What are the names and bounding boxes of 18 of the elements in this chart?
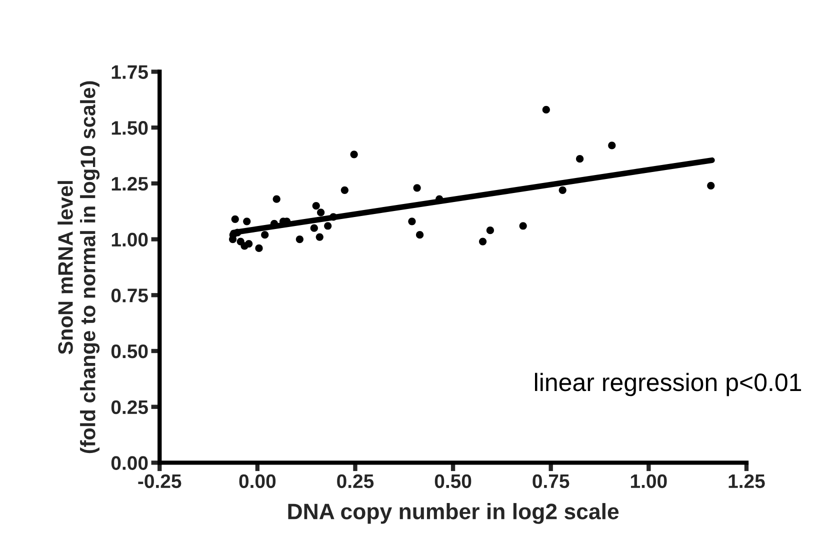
x-tick-label: 1.00 [630, 474, 667, 488]
y-tick-label: 0.25 [111, 400, 148, 414]
y-tick-label: 0.00 [111, 456, 148, 470]
y-tick-label: 1.00 [112, 232, 148, 247]
x-tick-label: 0.75 [532, 474, 570, 488]
x-tick-label: 0.25 [337, 474, 374, 488]
x-tick-label: 0.50 [434, 474, 472, 488]
x-axis-title: DNA copy number in log2 scale [288, 503, 619, 524]
y-axis-title: SnoN mRNA level (fold change to normal in log10 scale) [58, 81, 100, 454]
y-tick-label: 1.75 [112, 65, 148, 79]
y-tick-label: 1.25 [112, 176, 148, 191]
x-tick-label: 0.00 [239, 474, 276, 488]
y-tick-label: 0.75 [111, 288, 148, 302]
y-tick-label: 0.50 [111, 344, 148, 358]
x-tick-label: 1.25 [728, 474, 765, 488]
annotation: linear regression p<0.01 [535, 372, 802, 396]
x-tick-label: -0.25 [138, 474, 182, 488]
y-tick-label: 1.50 [112, 121, 148, 135]
